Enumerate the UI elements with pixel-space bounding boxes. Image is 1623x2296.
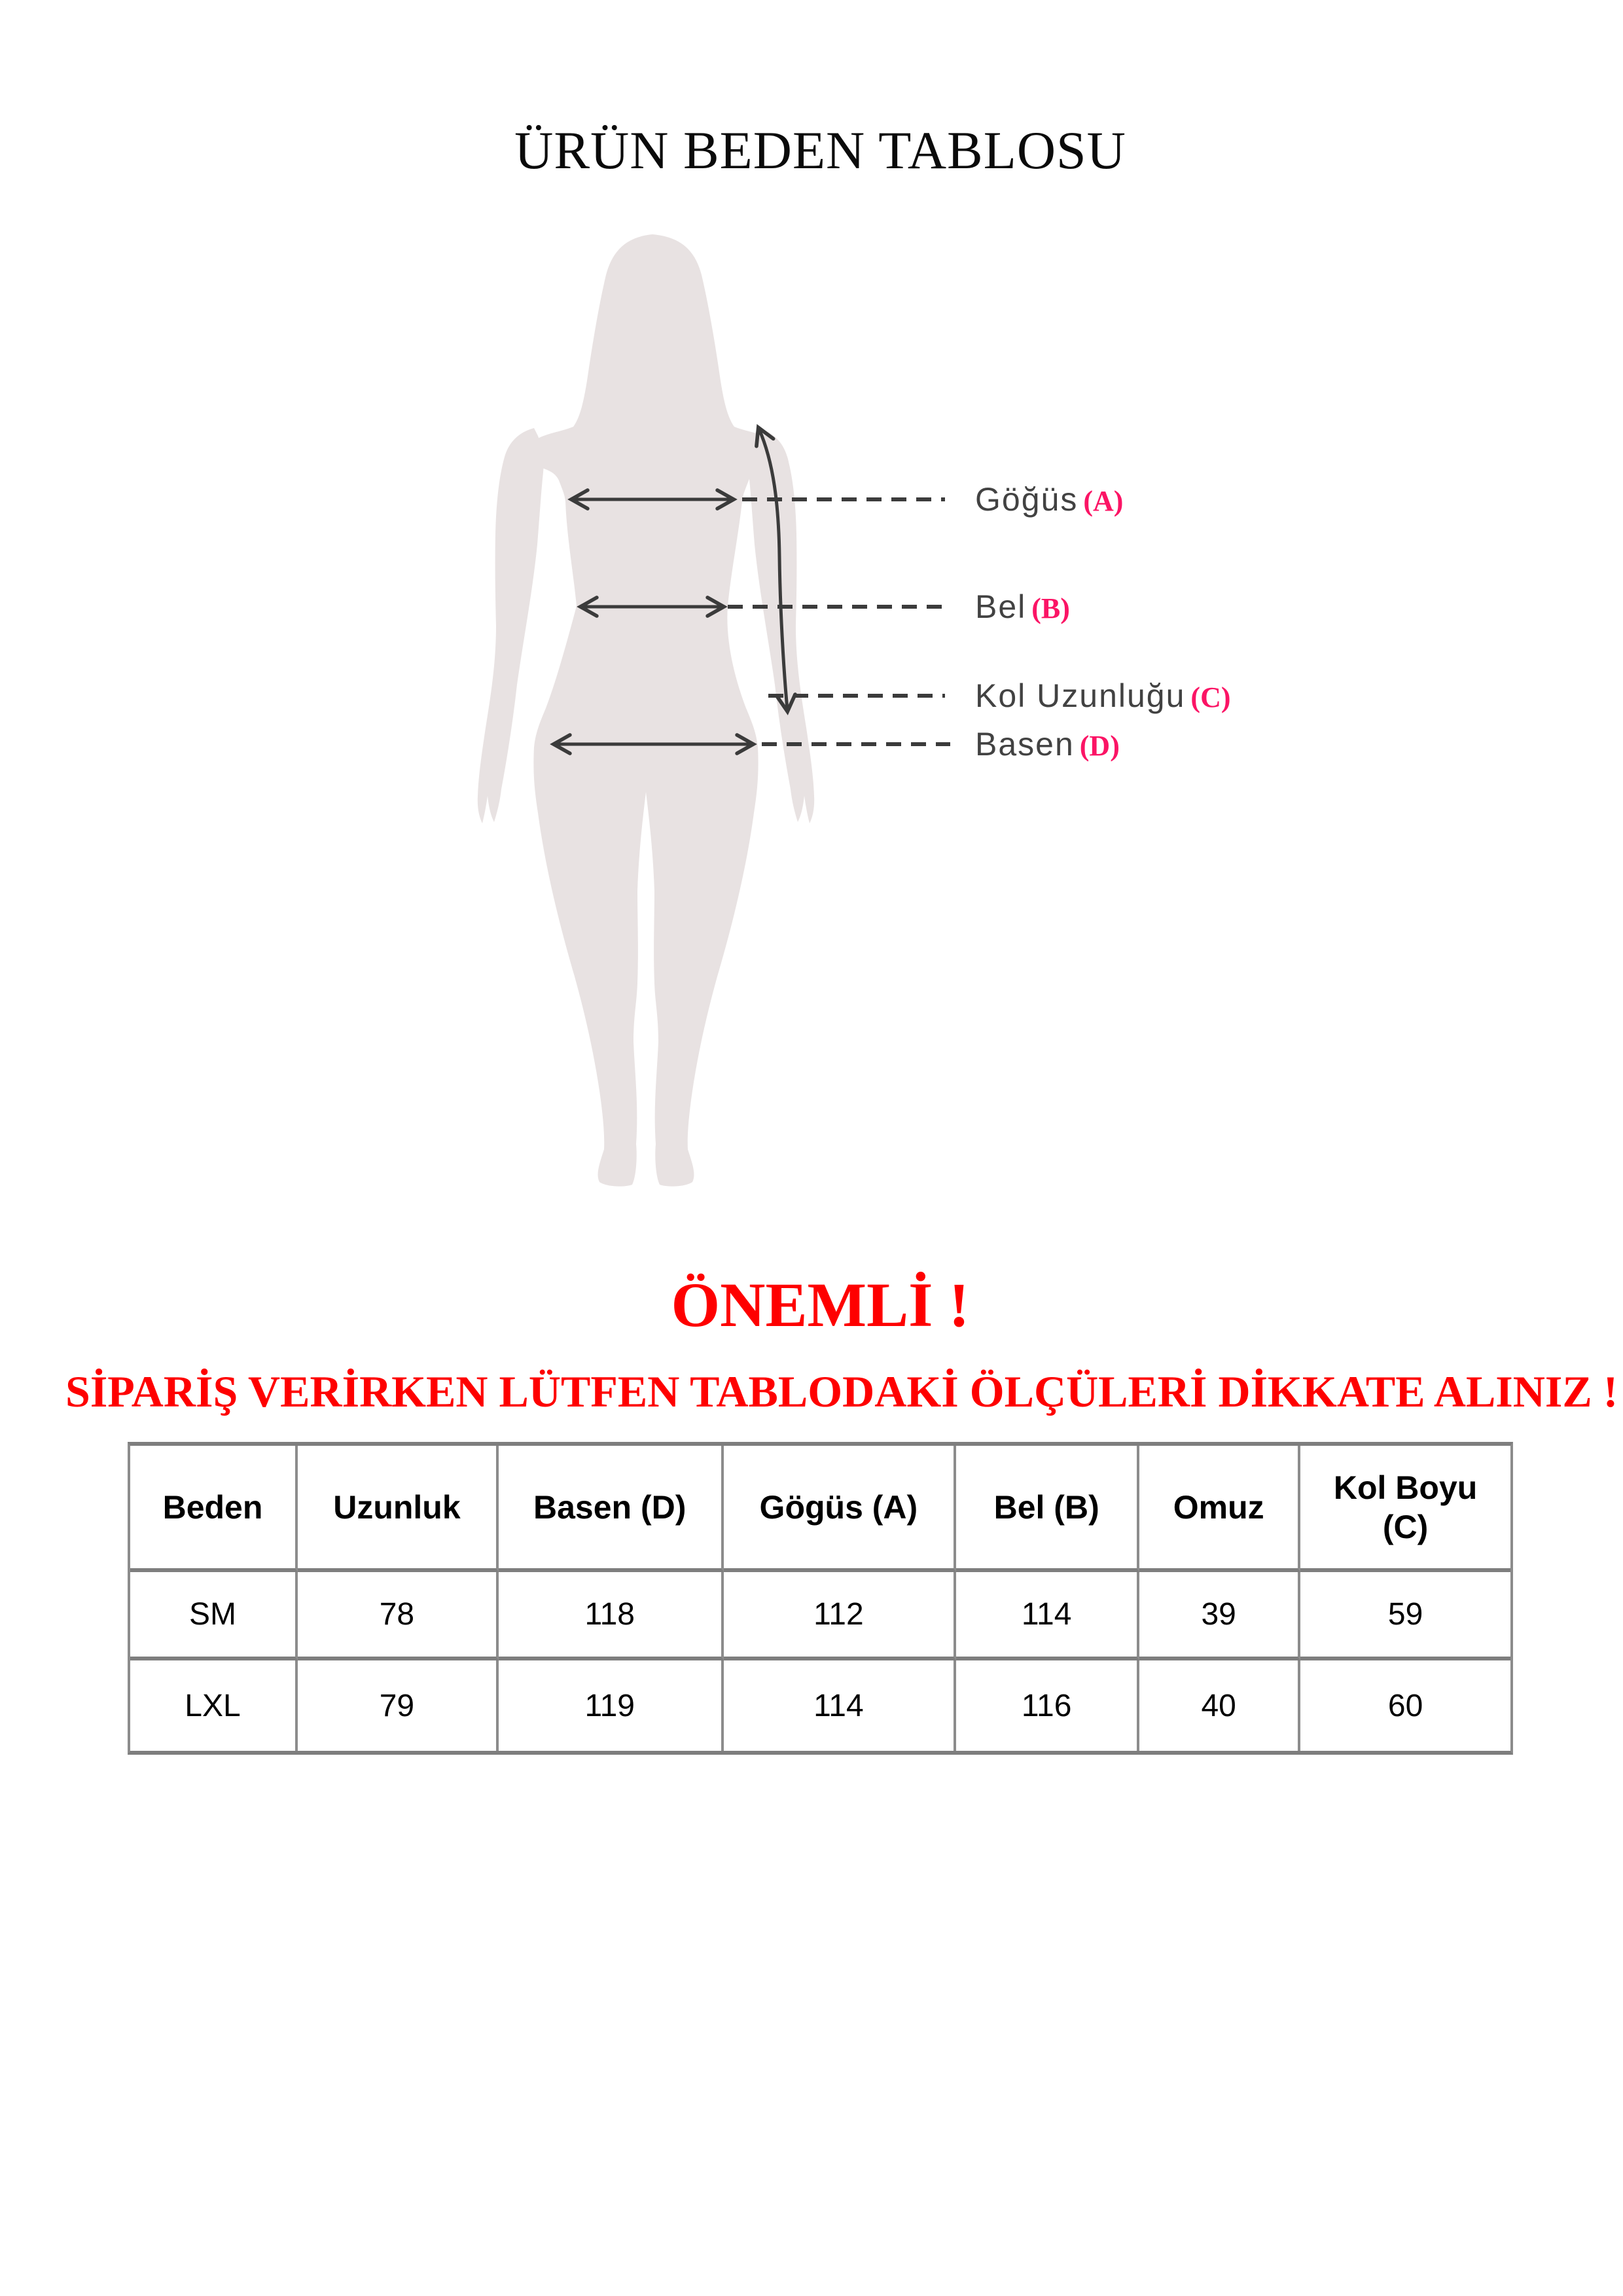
warning-heading: ÖNEMLİ !: [671, 1270, 970, 1340]
size-table-row-lxl-gogus: 114: [723, 1660, 957, 1751]
measurement-label-hip-code: (D): [1079, 730, 1120, 762]
measurement-label-arm-code: (C): [1190, 681, 1231, 713]
size-table-row-lxl-uzunluk: 79: [298, 1660, 499, 1751]
size-table-row-lxl-basen: 119: [498, 1660, 724, 1751]
size-table-row-lxl-kol-boyu: 60: [1300, 1660, 1510, 1751]
measurement-label-chest-code: (A): [1083, 485, 1124, 517]
woman-silhouette-body: [519, 234, 789, 1187]
measurement-label-chest: Göğüs (A): [975, 478, 1123, 521]
measurement-label-arm: Kol Uzunluğu (C): [975, 674, 1231, 717]
measurement-label-waist: Bel (B): [975, 585, 1070, 628]
size-table-row-sm-bel: 114: [956, 1572, 1140, 1660]
size-table-row-lxl-bel: 116: [956, 1660, 1140, 1751]
size-table-row-lxl-omuz: 40: [1139, 1660, 1301, 1751]
size-table-row-sm-basen: 118: [498, 1572, 724, 1660]
measurement-label-chest-text: Göğüs: [975, 481, 1079, 518]
size-table-header-gogus: Gögüs (A): [723, 1446, 957, 1572]
measurement-label-waist-code: (B): [1031, 592, 1070, 624]
measurement-label-hip: Basen (D): [975, 723, 1120, 766]
size-table-row-sm-uzunluk: 78: [298, 1572, 499, 1660]
woman-silhouette-left-arm: [477, 428, 544, 823]
size-table-header-uzunluk: Uzunluk: [298, 1446, 499, 1572]
size-table-row-sm-omuz: 39: [1139, 1572, 1301, 1660]
size-table-row-sm-size: SM: [130, 1572, 298, 1660]
page-title: ÜRÜN BEDEN TABLOSU: [514, 120, 1126, 180]
arm-length-arrow: [755, 423, 797, 715]
size-table-header-basen: Basen (D): [498, 1446, 724, 1572]
size-table-row-lxl-size: LXL: [130, 1660, 298, 1751]
size-table-header-beden: Beden: [130, 1446, 298, 1572]
size-table-header-kol-boyu: Kol Boyu (C): [1300, 1446, 1510, 1572]
measurement-label-hip-text: Basen: [975, 726, 1075, 762]
measurement-label-arm-text: Kol Uzunluğu: [975, 677, 1186, 714]
size-table-row-sm-gogus: 112: [723, 1572, 957, 1660]
size-table-row-sm-kol-boyu: 59: [1300, 1572, 1510, 1660]
size-table-header-bel: Bel (B): [956, 1446, 1140, 1572]
measurement-label-waist-text: Bel: [975, 588, 1027, 625]
size-table: Beden Uzunluk Basen (D) Gögüs (A) Bel (B…: [128, 1442, 1513, 1755]
size-table-header-omuz: Omuz: [1139, 1446, 1301, 1572]
warning-text: SİPARİŞ VERİRKEN LÜTFEN TABLODAKİ ÖLÇÜLE…: [65, 1367, 1618, 1416]
